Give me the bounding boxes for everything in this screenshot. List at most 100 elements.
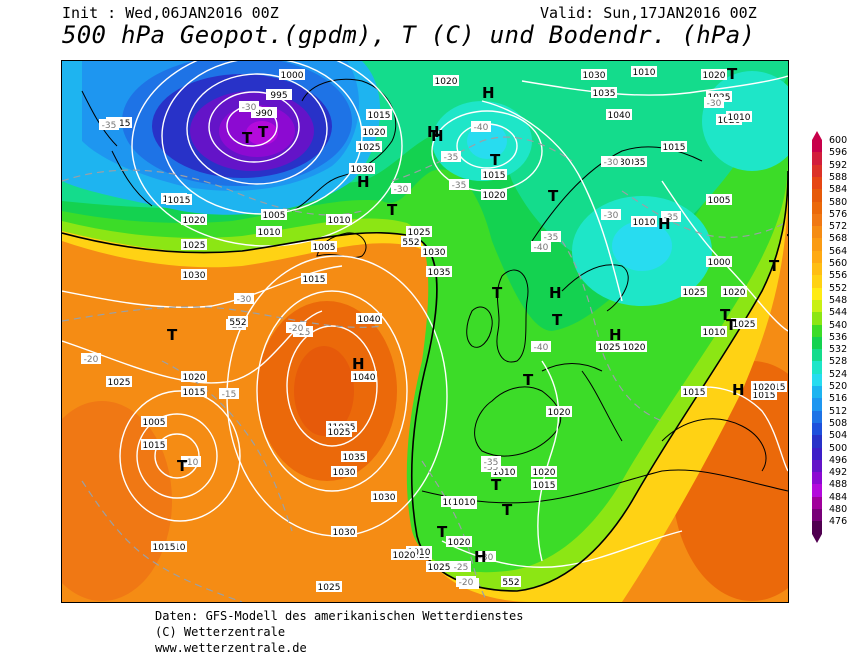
temperature-label-bg bbox=[286, 322, 306, 333]
pressure-label: 1020 bbox=[721, 286, 747, 298]
low-pressure-center: T bbox=[720, 306, 731, 324]
legend-swatch bbox=[812, 250, 822, 264]
legend-level: 548 bbox=[829, 294, 848, 306]
temperature-label: -20 bbox=[286, 322, 306, 334]
pressure-label-bg bbox=[591, 87, 617, 98]
geopotential-label-bg bbox=[501, 576, 521, 587]
legend-level: 480 bbox=[829, 504, 848, 515]
pressure-label: 1035 bbox=[426, 266, 452, 278]
pressure-label-bg bbox=[349, 163, 375, 174]
pressure-label-text: 1010 bbox=[633, 218, 656, 228]
isobar-continent bbox=[537, 360, 560, 562]
pressure-label-bg bbox=[681, 286, 707, 297]
pressure-label-text: 1025 bbox=[108, 378, 131, 388]
geopotential-label-text: 552 bbox=[402, 238, 419, 248]
pressure-label-text: 1015 bbox=[753, 391, 776, 401]
pressure-label-bg bbox=[326, 426, 352, 437]
temperature-label-text: -35 bbox=[484, 458, 499, 468]
pressure-label-bg bbox=[706, 194, 732, 205]
temperature-label-text: -35 bbox=[484, 463, 499, 473]
pressure-label: 1005 bbox=[706, 194, 732, 206]
pressure-label-text: 1020 bbox=[753, 383, 776, 393]
pressure-label-text: 1025 bbox=[183, 241, 206, 251]
temperature-label: -40 bbox=[531, 241, 551, 253]
pressure-label: 1015 bbox=[481, 169, 507, 181]
legend-swatch bbox=[812, 201, 822, 215]
pressure-label: 1025 bbox=[326, 426, 352, 438]
temperature-label: -35 bbox=[99, 119, 119, 131]
pressure-label-bg bbox=[361, 126, 387, 137]
legend-swatch bbox=[812, 164, 822, 178]
pressure-label-text: 1040 bbox=[353, 373, 376, 383]
footer-url: www.wetterzentrale.de bbox=[155, 641, 307, 655]
temperature-label-bg bbox=[451, 561, 471, 572]
geopotential-label-text: 552 bbox=[502, 578, 519, 588]
pressure-label-bg bbox=[751, 389, 777, 400]
pressure-label-bg bbox=[371, 491, 397, 502]
warm-core-west bbox=[62, 401, 172, 601]
pressure-label-bg bbox=[531, 466, 557, 477]
pressure-label-bg bbox=[751, 381, 777, 392]
pressure-label-text: 1015 bbox=[153, 543, 176, 553]
temperature-label-bg bbox=[391, 183, 411, 194]
legend-swatch bbox=[812, 472, 822, 485]
pressure-label: 1025 bbox=[426, 561, 452, 573]
legend-level: 496 bbox=[829, 454, 848, 466]
pressure-label-bg bbox=[279, 69, 305, 80]
temperature-label: -20 bbox=[81, 353, 101, 365]
pressure-label: 1015 bbox=[661, 141, 687, 153]
legend-swatch bbox=[812, 422, 822, 436]
greenland-coast bbox=[291, 78, 397, 212]
legend-level: 576 bbox=[829, 208, 848, 220]
ireland-coast bbox=[466, 306, 493, 348]
low-pressure-center: T bbox=[552, 311, 563, 329]
pressure-label: 1035 bbox=[621, 156, 647, 168]
temperature-label-bg bbox=[99, 119, 119, 130]
legend-level: 588 bbox=[829, 171, 848, 183]
pressure-label-text: 1030 bbox=[333, 528, 356, 538]
pressure-label: 1015 bbox=[681, 386, 707, 398]
legend-level: 580 bbox=[829, 196, 848, 208]
geopotential-552-line bbox=[62, 170, 788, 592]
legend-swatch bbox=[812, 287, 822, 301]
pressure-label: 1030 bbox=[421, 246, 447, 258]
pressure-label-text: 1020 bbox=[548, 408, 571, 418]
footer-data-source: Daten: GFS-Modell des amerikanischen Wet… bbox=[155, 609, 524, 623]
pressure-label: 1025 bbox=[681, 286, 707, 298]
pressure-label-bg bbox=[433, 75, 459, 86]
pressure-label-bg bbox=[366, 109, 392, 120]
pressure-label: 1040 bbox=[606, 109, 632, 121]
pressure-label: 1030 bbox=[349, 163, 375, 175]
temperature-label-bg bbox=[476, 551, 496, 562]
high-pressure-center: H bbox=[352, 355, 365, 373]
pressure-label-text: 1025 bbox=[598, 343, 621, 353]
pressure-label-text: 1010 bbox=[258, 228, 281, 238]
coastlines bbox=[81, 78, 788, 504]
temperature-label-text: -10 bbox=[184, 458, 199, 468]
chart-title: 500 hPa Geopot.(gpdm), T (C) und Bodendr… bbox=[62, 21, 756, 49]
temperature-label-bg bbox=[471, 121, 491, 132]
pressure-label: 1020 bbox=[621, 341, 647, 353]
pressure-label-text: 1030 bbox=[333, 468, 356, 478]
pressure-label: 1010 bbox=[256, 226, 282, 238]
legend-bottom-arrow bbox=[812, 533, 822, 543]
pressure-label-text: 1005 bbox=[313, 243, 336, 253]
legend-level: 536 bbox=[829, 331, 848, 343]
pressure-label-text: 1030 bbox=[423, 248, 446, 258]
temperature-label: -30 bbox=[601, 156, 621, 168]
pressure-label-text: 1005 bbox=[708, 196, 731, 206]
pressure-label-bg bbox=[531, 479, 557, 490]
temperature-label: -20 bbox=[456, 576, 476, 588]
pressure-label-bg bbox=[621, 156, 647, 167]
pressure-label: 1015 bbox=[181, 386, 207, 398]
pressure-label: 1015 bbox=[166, 194, 192, 206]
pressure-label-text: 1025 bbox=[408, 228, 431, 238]
pressure-label-text: 1035 bbox=[593, 89, 616, 99]
temperature-label-bg bbox=[449, 179, 469, 190]
pressure-label-bg bbox=[301, 273, 327, 284]
legend-swatch bbox=[812, 496, 822, 510]
legend-swatch bbox=[812, 189, 822, 203]
low-pressure-center: T bbox=[548, 187, 559, 205]
pressure-label-bg bbox=[546, 406, 572, 417]
temperature-label-text: -35 bbox=[664, 213, 679, 223]
